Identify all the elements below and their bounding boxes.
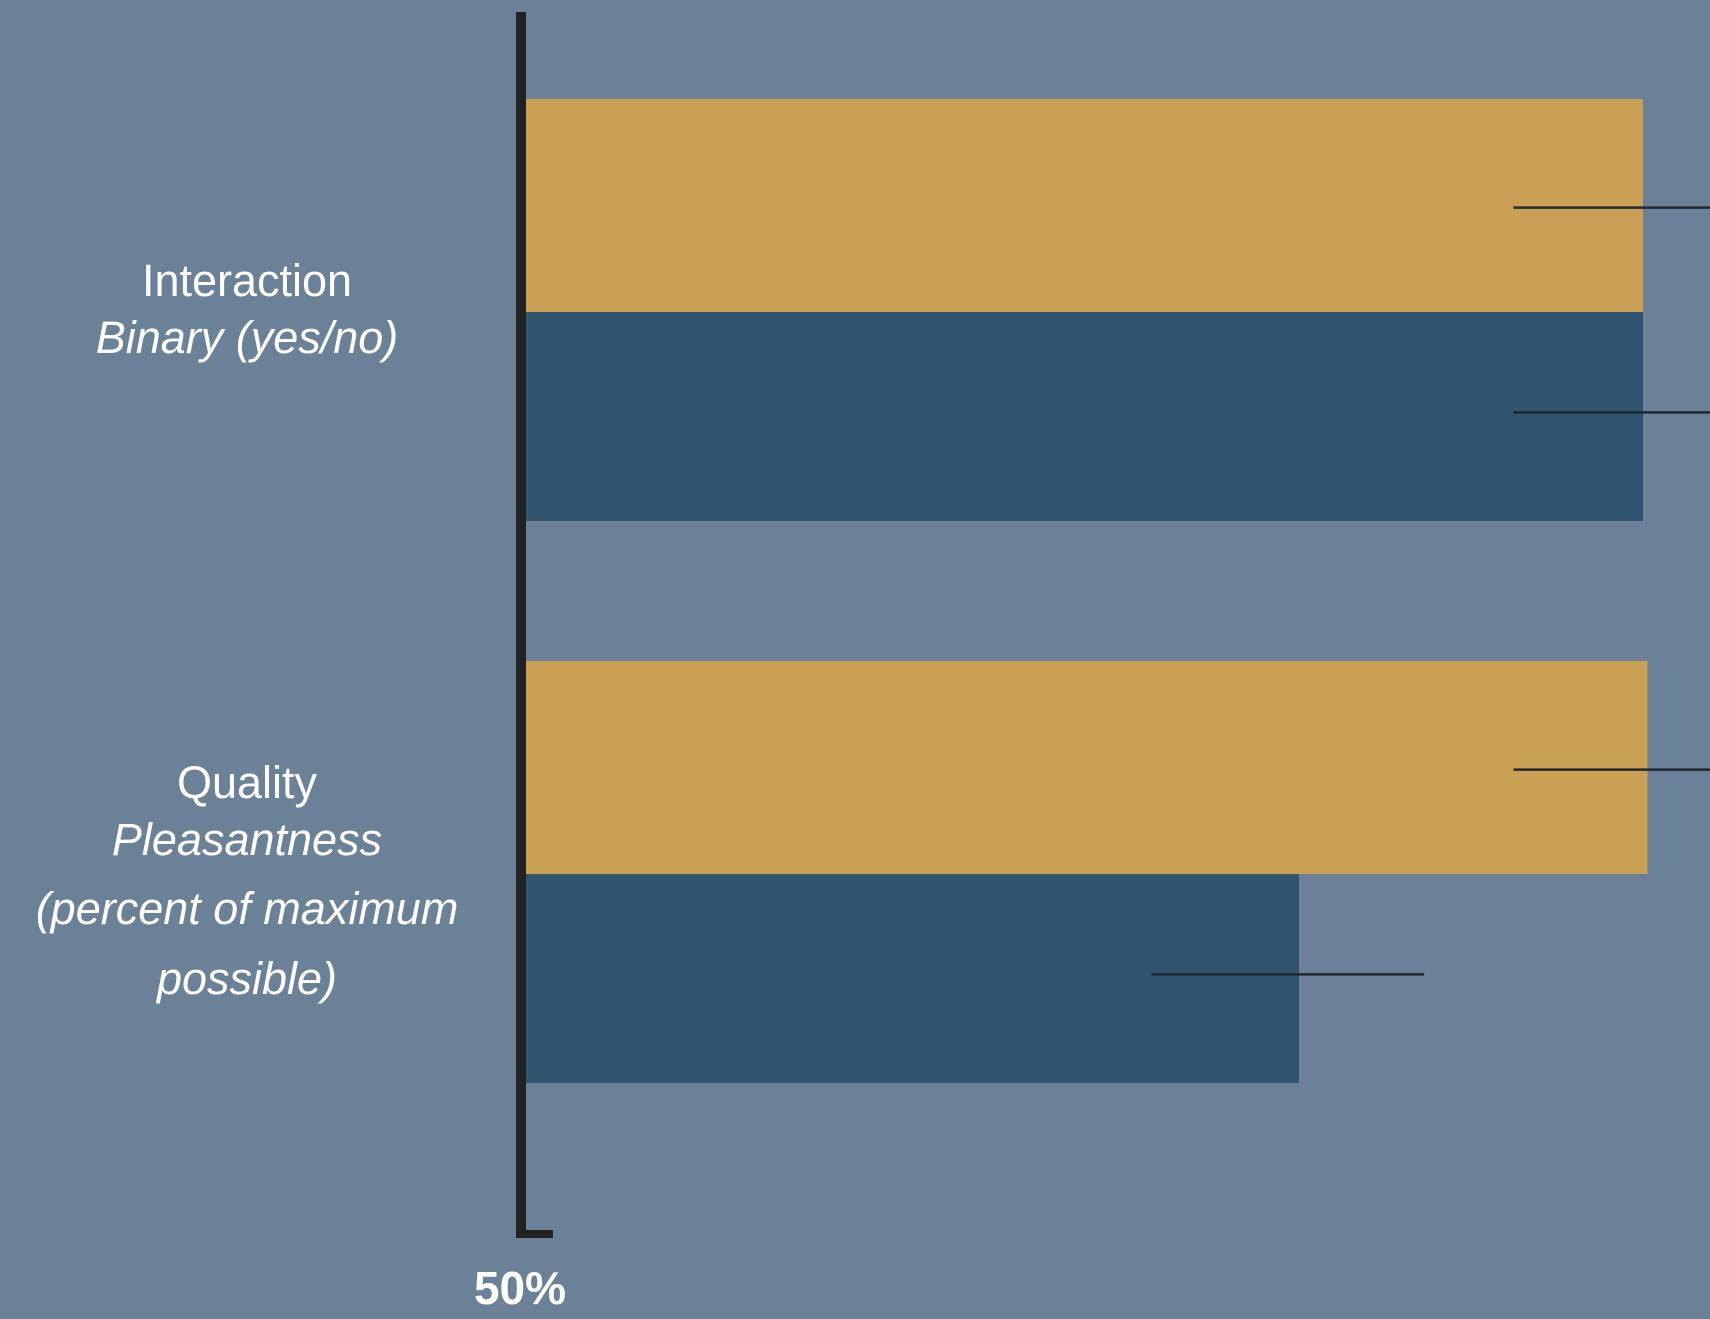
bar-interaction-series-2 (526, 312, 1643, 521)
bar-quality-series-1 (526, 661, 1648, 874)
category-label-quality: Quality Pleasantness (percent of maximum… (0, 754, 494, 1014)
category-sub-label: Binary (yes/no) (95, 312, 399, 363)
bar-interaction-series-1 (526, 99, 1643, 312)
category-main-label: Interaction (141, 255, 353, 306)
x-tick-label: 50% (473, 1262, 567, 1314)
category-sub-label: possible) (156, 953, 338, 1004)
category-sub-label: (percent of maximum (35, 883, 459, 934)
bar-quality-series-2 (526, 874, 1299, 1083)
category-label-interaction: Interaction Binary (yes/no) (0, 252, 494, 366)
category-main-label: Quality (176, 757, 318, 808)
category-sub-label: Pleasantness (111, 814, 383, 865)
